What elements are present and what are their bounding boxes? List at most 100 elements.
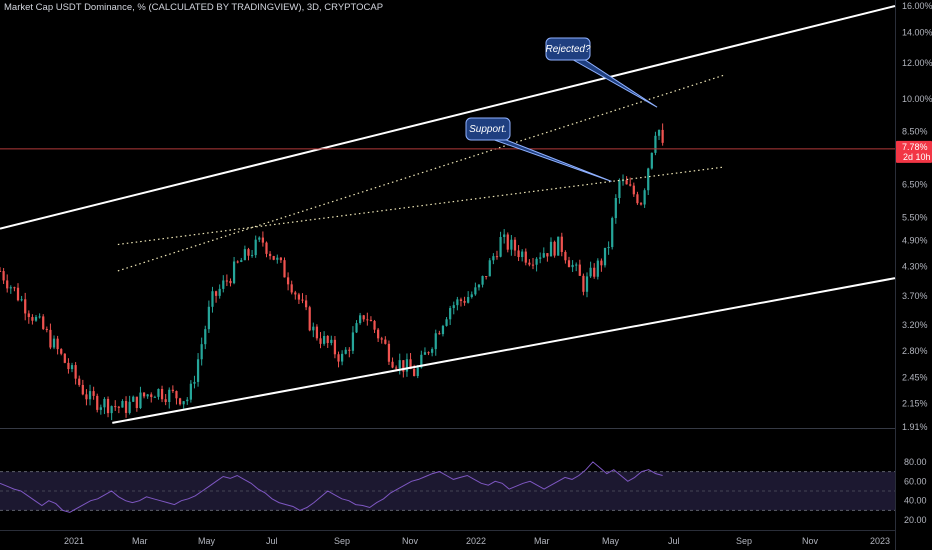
- candle: [326, 335, 329, 348]
- candle: [132, 395, 135, 403]
- candle: [250, 250, 254, 258]
- candle: [0, 267, 2, 272]
- candle-body: [578, 264, 581, 276]
- candle-body: [513, 239, 517, 251]
- candle-body: [503, 234, 506, 237]
- candle-body: [420, 354, 423, 368]
- candle: [189, 380, 192, 403]
- candle-body: [629, 184, 632, 186]
- price-tick-label: 4.30%: [902, 261, 928, 271]
- candle-body: [632, 185, 635, 195]
- candle: [380, 336, 383, 344]
- candle-body: [499, 236, 502, 257]
- candle: [247, 247, 250, 261]
- candle-body: [49, 329, 52, 348]
- candle: [463, 296, 466, 306]
- candle: [142, 392, 146, 399]
- candle: [528, 259, 531, 267]
- candle: [88, 384, 92, 406]
- rsi-tick-label: 20.00: [904, 515, 927, 525]
- candle: [168, 387, 171, 409]
- candle-body: [643, 190, 646, 205]
- candle-body: [625, 180, 628, 185]
- candle-body: [186, 399, 189, 402]
- candle: [524, 248, 527, 266]
- candle: [128, 395, 131, 415]
- time-tick-label: May: [198, 536, 216, 546]
- candle-body: [240, 260, 243, 262]
- candle: [204, 325, 207, 350]
- candle: [629, 177, 632, 187]
- resistance-trendline: [117, 74, 726, 272]
- candle-body: [96, 395, 99, 410]
- callout-text: Support.: [469, 124, 507, 135]
- candle: [27, 310, 30, 324]
- candle: [186, 397, 189, 405]
- candle-body: [164, 399, 167, 402]
- candle: [16, 283, 20, 302]
- candle: [85, 389, 88, 406]
- candle: [193, 375, 196, 389]
- candle-body: [359, 315, 362, 324]
- candle-body: [539, 257, 542, 259]
- time-tick-label: Sep: [736, 536, 752, 546]
- candle-body: [596, 260, 599, 277]
- candle-body: [236, 261, 239, 263]
- candle-body: [315, 326, 319, 339]
- time-tick-label: Mar: [534, 536, 550, 546]
- candle-body: [481, 276, 484, 285]
- candle: [492, 253, 495, 265]
- candle: [643, 188, 646, 208]
- rsi-tick-label: 40.00: [904, 496, 927, 506]
- candle-body: [654, 135, 657, 153]
- price-tick-label: 2.15%: [902, 399, 928, 409]
- candle-body: [485, 276, 488, 278]
- support-trendline: [117, 166, 725, 246]
- candle-body: [528, 262, 531, 265]
- candle-body: [445, 319, 448, 326]
- candle-body: [661, 129, 664, 143]
- candle: [366, 312, 369, 326]
- candle-body: [121, 401, 124, 408]
- candle: [571, 260, 574, 272]
- candle: [308, 305, 311, 332]
- candle-body: [416, 367, 419, 377]
- candle: [434, 329, 437, 356]
- callout-pointer: [491, 138, 612, 182]
- candle-body: [564, 251, 567, 261]
- candle: [600, 258, 603, 272]
- candle-body: [153, 396, 156, 398]
- candle-body: [409, 359, 412, 369]
- candle: [178, 397, 182, 406]
- candle-body: [589, 267, 592, 277]
- current-price-badge-bg: [896, 140, 932, 163]
- candle-body: [377, 329, 380, 339]
- candle-body: [362, 315, 365, 320]
- candle: [441, 324, 445, 337]
- candle: [297, 292, 301, 304]
- candle-body: [70, 365, 74, 370]
- candle-body: [434, 333, 437, 350]
- candle: [427, 351, 430, 356]
- candle: [78, 375, 81, 387]
- candle: [578, 259, 581, 276]
- candle-body: [13, 287, 16, 289]
- candle-body: [196, 359, 200, 382]
- candle-body: [247, 249, 250, 256]
- candle: [261, 231, 265, 247]
- candle-body: [27, 313, 30, 318]
- candle-body: [214, 291, 218, 296]
- candle: [301, 293, 304, 304]
- candle: [96, 393, 99, 413]
- candle: [182, 400, 185, 409]
- candle: [647, 167, 650, 196]
- price-tick-label: 1.91%: [902, 422, 928, 432]
- candle-body: [524, 251, 527, 263]
- candle: [639, 202, 643, 206]
- candle: [103, 397, 106, 415]
- candle-body: [204, 329, 207, 345]
- candle: [485, 276, 488, 280]
- price-tick-label: 5.50%: [902, 213, 928, 223]
- candle: [315, 324, 319, 341]
